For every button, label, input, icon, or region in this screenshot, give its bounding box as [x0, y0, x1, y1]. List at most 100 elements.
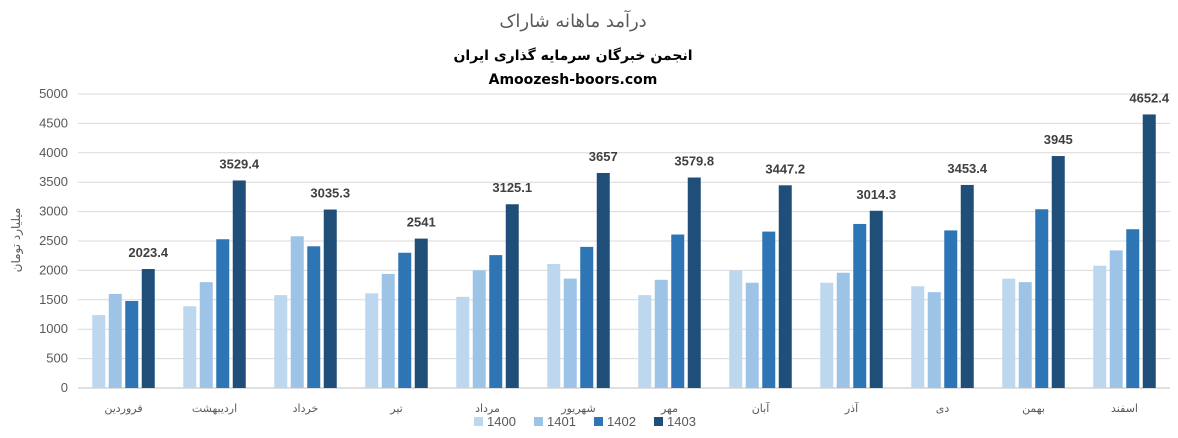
x-category-label: اردیبهشت: [192, 402, 237, 415]
data-label: 3657: [589, 149, 618, 164]
bar-1400-10: [911, 286, 925, 388]
chart-subtitle-line-1: انجمن خبرگان سرمایه گذاری ایران: [453, 47, 692, 64]
chart-title: درآمد ماهانه شاراک: [499, 9, 646, 32]
legend: 1400 1401 1402 1403: [474, 414, 696, 429]
bar-1403-11: [1051, 156, 1065, 388]
bar-1402-4: [398, 252, 412, 388]
bar-1401-5: [472, 270, 486, 388]
bar-1400-6: [547, 263, 561, 388]
bar-1400-3: [274, 295, 288, 388]
data-label: 3945: [1044, 132, 1073, 147]
legend-label: 1402: [607, 414, 636, 429]
bar-1400-1: [92, 315, 106, 388]
x-axis-labels: فروردین اردیبهشت خرداد تیر مرداد شهریور مهر آبا…: [104, 401, 1138, 415]
bar-1403-1: [141, 269, 155, 388]
y-tick-label: 2500: [39, 233, 68, 248]
legend-swatch-1401: [534, 417, 543, 426]
legend-swatch-1400: [474, 417, 483, 426]
bar-1402-3: [307, 246, 321, 388]
bar-1401-7: [654, 279, 668, 388]
bar-1401-3: [290, 236, 304, 388]
data-labels: 2023.4 3529.4 3035.3 2541 3125.1 3657 3579.8 34…: [128, 90, 1170, 260]
x-category-label: خرداد: [293, 402, 319, 415]
y-tick-label: 4000: [39, 145, 68, 160]
data-label: 4652.4: [1129, 90, 1170, 105]
y-tick-label: 4500: [39, 115, 68, 130]
bar-1402-2: [216, 239, 230, 388]
bar-1402-12: [1126, 229, 1140, 388]
bar-1402-11: [1035, 209, 1049, 388]
bar-1400-7: [638, 295, 652, 388]
legend-label: 1403: [667, 414, 696, 429]
bar-1403-5: [505, 204, 519, 388]
x-category-label: مرداد: [475, 402, 500, 415]
bar-1402-10: [944, 230, 958, 388]
x-category-label: مهر: [660, 402, 678, 415]
bars: [92, 114, 1156, 389]
y-tick-label: 2000: [39, 262, 68, 277]
data-label: 3125.1: [492, 180, 532, 195]
x-category-label: بهمن: [1022, 402, 1045, 415]
y-tick-label: 1500: [39, 292, 68, 307]
bar-1401-8: [745, 282, 759, 388]
bar-1401-12: [1109, 250, 1123, 388]
data-label: 2541: [407, 215, 436, 230]
bar-1403-8: [778, 185, 792, 388]
x-category-label: دی: [936, 402, 950, 415]
x-category-label: آذر: [844, 401, 859, 415]
bar-1401-10: [927, 292, 941, 388]
y-tick-label: 3000: [39, 204, 68, 219]
x-category-label: اسفند: [1111, 402, 1138, 415]
chart-subtitle-line-2: Amoozesh-boors.com: [489, 72, 658, 88]
bar-1401-9: [836, 272, 850, 388]
y-axis-ticks: 0 500 1000 1500 2000 2500 3000 3500 4000 4500 5000: [39, 86, 68, 395]
bar-1402-1: [125, 300, 139, 388]
bar-1403-3: [323, 209, 337, 388]
y-tick-label: 3500: [39, 174, 68, 189]
data-label: 3453.4: [947, 161, 988, 176]
bar-1402-5: [489, 255, 503, 388]
bar-1403-12: [1142, 114, 1156, 389]
bar-1400-5: [456, 296, 470, 388]
x-category-label: تیر: [389, 402, 402, 415]
bar-1403-9: [869, 210, 883, 388]
bar-1401-4: [381, 273, 395, 388]
bar-1401-6: [563, 278, 577, 388]
legend-label: 1400: [487, 414, 516, 429]
data-label: 3579.8: [674, 154, 714, 169]
bar-1402-6: [580, 246, 594, 388]
bar-1400-9: [820, 282, 834, 388]
bar-1402-8: [762, 231, 776, 388]
legend-swatch-1402: [594, 417, 603, 426]
x-category-label: فروردین: [104, 402, 142, 415]
bar-1403-4: [414, 238, 428, 388]
y-tick-label: 1000: [39, 321, 68, 336]
bar-1403-7: [687, 177, 701, 388]
bar-1403-2: [232, 180, 246, 388]
bar-1400-11: [1002, 278, 1016, 388]
bar-1400-2: [183, 306, 197, 388]
y-tick-label: 0: [61, 380, 68, 395]
bar-1400-8: [729, 270, 743, 388]
bar-1400-4: [365, 293, 379, 388]
y-tick-label: 5000: [39, 86, 68, 101]
data-label: 3529.4: [219, 156, 260, 171]
data-label: 3447.2: [765, 161, 805, 176]
x-category-label: شهریور: [560, 402, 595, 415]
data-label: 3014.3: [856, 187, 896, 202]
bar-1403-10: [960, 184, 974, 388]
bar-1402-9: [853, 223, 867, 388]
x-category-label: آبان: [752, 401, 770, 415]
gridlines: [78, 93, 1170, 389]
legend-swatch-1403: [654, 417, 663, 426]
data-label: 2023.4: [128, 245, 169, 260]
data-label: 3035.3: [310, 186, 350, 201]
bar-1400-12: [1093, 265, 1107, 388]
bar-1402-7: [671, 234, 685, 388]
y-tick-label: 500: [46, 351, 68, 366]
bar-1401-1: [108, 293, 122, 388]
bar-1403-6: [596, 172, 610, 388]
legend-label: 1401: [547, 414, 576, 429]
bar-1401-2: [199, 282, 213, 388]
